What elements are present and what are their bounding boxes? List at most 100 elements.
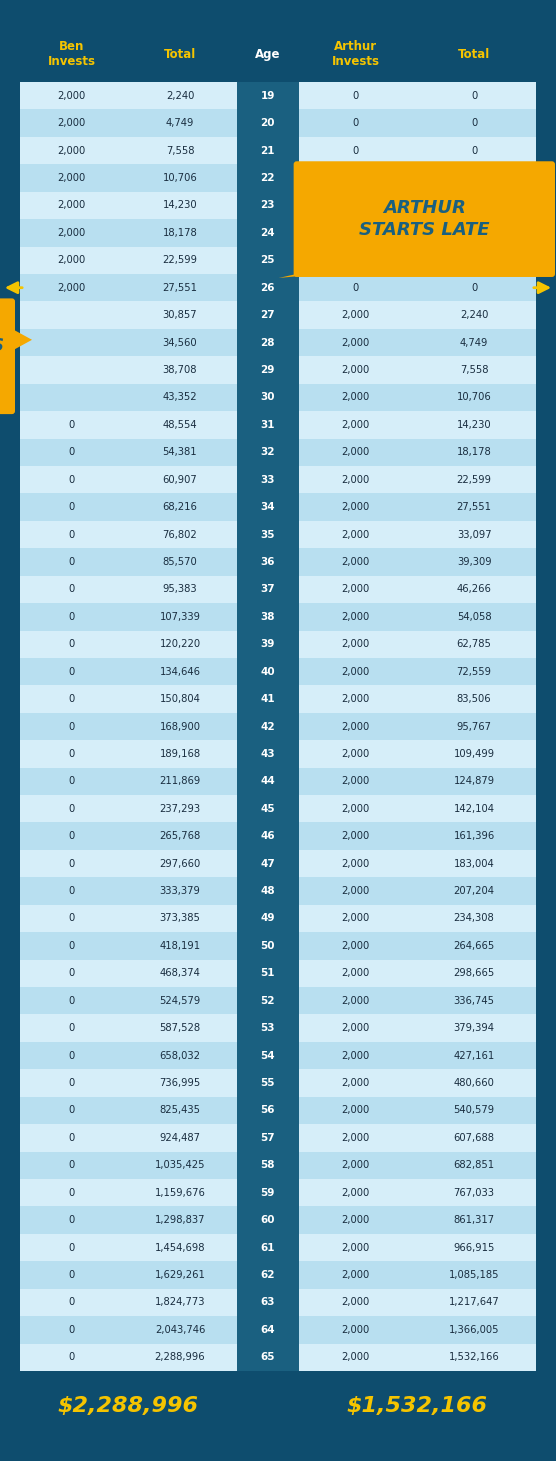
Bar xyxy=(20,932,237,960)
Bar xyxy=(237,82,299,110)
Bar xyxy=(20,850,237,878)
Text: 36: 36 xyxy=(260,557,275,567)
Text: 95,767: 95,767 xyxy=(456,722,492,732)
Bar xyxy=(237,1097,299,1124)
Text: 298,665: 298,665 xyxy=(454,969,495,979)
Text: 0: 0 xyxy=(68,1106,75,1115)
Bar xyxy=(299,823,536,850)
Text: 83,506: 83,506 xyxy=(457,694,492,704)
Text: 2,000: 2,000 xyxy=(341,1078,370,1088)
Bar xyxy=(237,329,299,356)
Text: 48: 48 xyxy=(260,885,275,896)
Bar xyxy=(299,603,536,631)
Text: 107,339: 107,339 xyxy=(160,612,201,622)
Text: 45: 45 xyxy=(260,804,275,814)
Text: 237,293: 237,293 xyxy=(160,804,201,814)
Bar xyxy=(20,741,237,767)
Text: 0: 0 xyxy=(68,1325,75,1335)
Bar xyxy=(299,301,536,329)
Text: 25: 25 xyxy=(260,256,275,266)
Bar xyxy=(299,1097,536,1124)
Text: 379,394: 379,394 xyxy=(454,1023,495,1033)
Text: 0: 0 xyxy=(68,557,75,567)
Bar xyxy=(299,275,536,301)
Text: 20: 20 xyxy=(260,118,275,129)
Text: 265,768: 265,768 xyxy=(160,831,201,842)
FancyBboxPatch shape xyxy=(294,161,555,278)
Text: 0: 0 xyxy=(353,200,359,210)
Text: 264,665: 264,665 xyxy=(454,941,495,951)
Bar xyxy=(20,1097,237,1124)
Bar xyxy=(237,576,299,603)
Bar xyxy=(237,1069,299,1097)
Bar xyxy=(237,520,299,548)
Text: 861,317: 861,317 xyxy=(454,1216,495,1226)
Text: 0: 0 xyxy=(471,282,477,292)
Bar xyxy=(20,988,237,1014)
Text: 1,217,647: 1,217,647 xyxy=(449,1297,499,1308)
Text: 50: 50 xyxy=(260,941,275,951)
Bar xyxy=(237,438,299,466)
Text: 47: 47 xyxy=(260,859,275,869)
Bar xyxy=(299,356,536,384)
Text: 333,379: 333,379 xyxy=(160,885,200,896)
Text: 62: 62 xyxy=(260,1270,275,1280)
Bar xyxy=(20,1316,237,1344)
Text: 540,579: 540,579 xyxy=(454,1106,495,1115)
Text: 0: 0 xyxy=(68,804,75,814)
Text: 14,230: 14,230 xyxy=(457,419,492,430)
Bar xyxy=(20,1370,536,1441)
Text: Total: Total xyxy=(458,48,490,60)
Bar xyxy=(299,685,536,713)
Text: 72,559: 72,559 xyxy=(456,666,492,676)
Text: 0: 0 xyxy=(68,1243,75,1252)
Text: 1,454,698: 1,454,698 xyxy=(155,1243,205,1252)
Text: BEN STOPS
SAVING!: BEN STOPS SAVING! xyxy=(0,336,4,375)
Text: 28: 28 xyxy=(260,337,275,348)
Text: 0: 0 xyxy=(353,118,359,129)
Text: 51: 51 xyxy=(260,969,275,979)
Text: 682,851: 682,851 xyxy=(454,1160,495,1170)
Text: 54,058: 54,058 xyxy=(457,612,492,622)
Text: 2,000: 2,000 xyxy=(341,1023,370,1033)
Bar xyxy=(299,1207,536,1235)
Text: 85,570: 85,570 xyxy=(162,557,197,567)
Text: 2,000: 2,000 xyxy=(341,475,370,485)
Text: 63: 63 xyxy=(260,1297,275,1308)
Text: 0: 0 xyxy=(68,503,75,513)
Text: 0: 0 xyxy=(353,146,359,155)
Bar xyxy=(20,767,237,795)
Text: 2,000: 2,000 xyxy=(341,447,370,457)
Text: 60,907: 60,907 xyxy=(162,475,197,485)
Text: 0: 0 xyxy=(353,228,359,238)
Text: 59: 59 xyxy=(261,1188,275,1198)
Text: 0: 0 xyxy=(471,256,477,266)
Bar xyxy=(299,631,536,657)
Text: 297,660: 297,660 xyxy=(160,859,201,869)
Text: 0: 0 xyxy=(68,612,75,622)
Bar xyxy=(237,1235,299,1261)
Text: 2,000: 2,000 xyxy=(57,282,86,292)
Text: 607,688: 607,688 xyxy=(454,1132,495,1143)
Bar xyxy=(237,110,299,137)
Text: 0: 0 xyxy=(353,256,359,266)
Bar xyxy=(20,110,237,137)
Bar xyxy=(237,713,299,741)
Text: 0: 0 xyxy=(68,1188,75,1198)
Bar xyxy=(299,960,536,988)
Text: 27,551: 27,551 xyxy=(162,282,197,292)
Text: 1,824,773: 1,824,773 xyxy=(155,1297,205,1308)
Text: Arthur
Invests: Arthur Invests xyxy=(331,39,379,69)
Text: 0: 0 xyxy=(68,640,75,649)
Text: 23: 23 xyxy=(260,200,275,210)
Bar xyxy=(237,275,299,301)
Text: 2,000: 2,000 xyxy=(341,913,370,923)
Text: 0: 0 xyxy=(68,1216,75,1226)
Text: 30: 30 xyxy=(260,393,275,402)
Text: 2,000: 2,000 xyxy=(341,831,370,842)
Bar xyxy=(20,384,237,411)
Text: 0: 0 xyxy=(68,941,75,951)
Bar xyxy=(299,411,536,438)
Text: 2,000: 2,000 xyxy=(341,1243,370,1252)
Text: 2,000: 2,000 xyxy=(341,1353,370,1362)
